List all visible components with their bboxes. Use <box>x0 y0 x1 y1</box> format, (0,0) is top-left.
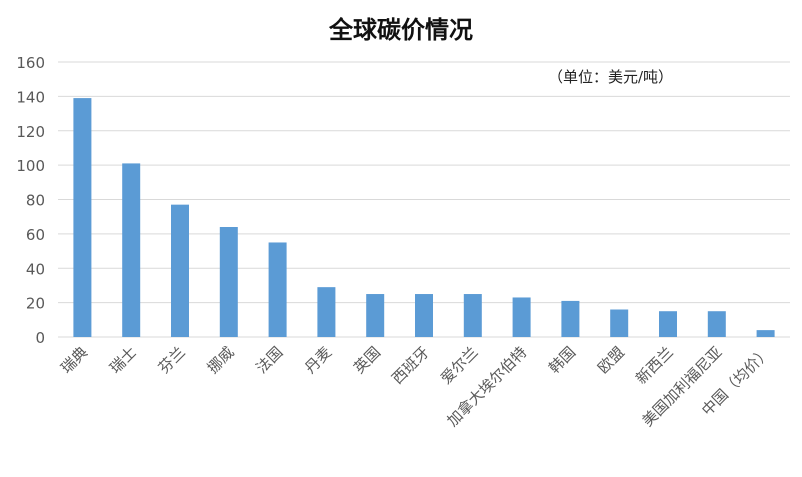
unit-note: （单位：美元/吨） <box>548 68 674 86</box>
bar <box>73 98 92 337</box>
bar <box>756 330 775 337</box>
y-tick-label: 60 <box>26 226 45 244</box>
bar <box>610 309 629 337</box>
y-tick-label: 160 <box>16 54 45 72</box>
bar <box>415 294 433 337</box>
y-tick-label: 80 <box>26 192 45 210</box>
bar <box>268 242 287 337</box>
y-tick-label: 120 <box>16 123 45 141</box>
y-tick-label: 140 <box>16 88 45 106</box>
chart-title: 全球碳价情况 <box>329 16 473 44</box>
x-tick-label: 法国 <box>252 343 286 377</box>
x-tick-label: 西班牙 <box>388 343 433 388</box>
x-tick-label: 瑞士 <box>106 343 140 377</box>
x-tick-label: 爱尔兰 <box>437 343 482 388</box>
y-tick-label: 40 <box>26 260 45 278</box>
bar <box>463 294 482 337</box>
x-tick-label: 欧盟 <box>594 343 628 377</box>
y-tick-label: 0 <box>35 329 45 347</box>
bar <box>219 227 238 337</box>
bar <box>512 297 531 337</box>
x-tick-label: 丹麦 <box>301 343 335 377</box>
x-tick-label: 瑞典 <box>57 343 91 377</box>
bar <box>659 311 677 337</box>
bar <box>317 287 336 337</box>
bar <box>707 311 726 337</box>
x-tick-label: 英国 <box>350 343 384 377</box>
y-tick-label: 20 <box>26 295 45 313</box>
x-tick-label: 挪威 <box>204 343 238 377</box>
x-tick-label: 新西兰 <box>632 343 677 388</box>
bar <box>171 204 189 337</box>
bar <box>366 294 385 337</box>
y-tick-label: 100 <box>16 157 45 175</box>
x-tick-label: 芬兰 <box>155 343 189 377</box>
bar <box>122 163 141 337</box>
x-tick-label: 韩国 <box>545 343 579 377</box>
bar <box>561 300 580 337</box>
